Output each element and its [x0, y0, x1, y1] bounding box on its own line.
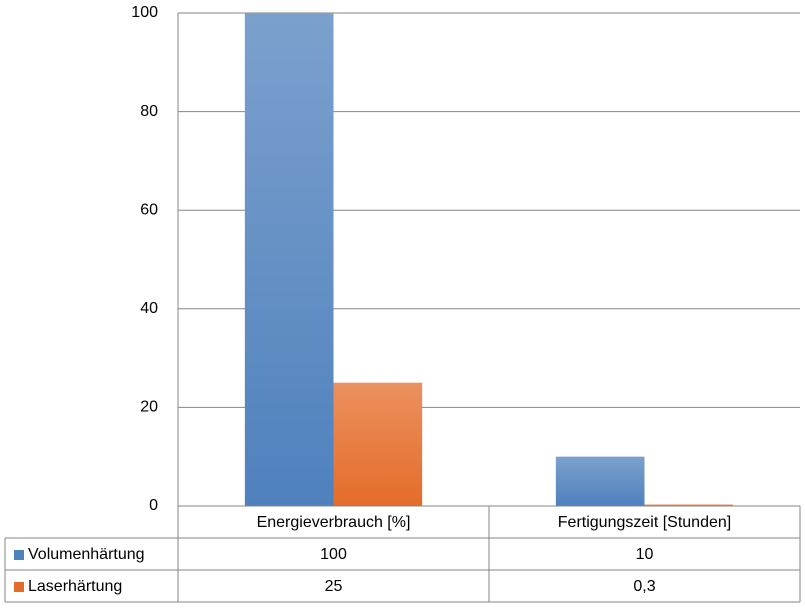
legend-key — [14, 582, 24, 592]
bar-shine — [244, 13, 334, 506]
y-tick-label: 80 — [140, 103, 158, 120]
table-value: 0,3 — [633, 578, 655, 595]
table-value: 25 — [325, 578, 343, 595]
y-tick-label: 0 — [149, 497, 158, 514]
legend-label: Volumenhärtung — [28, 546, 145, 563]
legend-label: Laserhärtung — [28, 578, 122, 595]
y-tick-label: 40 — [140, 300, 158, 317]
y-tick-label: 100 — [131, 4, 158, 21]
bar-shine — [644, 504, 734, 506]
bar-shine — [333, 382, 423, 506]
x-tick-label: Fertigungszeit [Stunden] — [558, 514, 731, 531]
legend-key — [14, 550, 24, 560]
bar-shine — [555, 456, 645, 506]
y-tick-label: 60 — [140, 201, 158, 218]
table-value: 100 — [320, 546, 347, 563]
x-tick-label: Energieverbrauch [%] — [257, 514, 411, 531]
y-tick-label: 20 — [140, 399, 158, 416]
table-value: 10 — [636, 546, 654, 563]
